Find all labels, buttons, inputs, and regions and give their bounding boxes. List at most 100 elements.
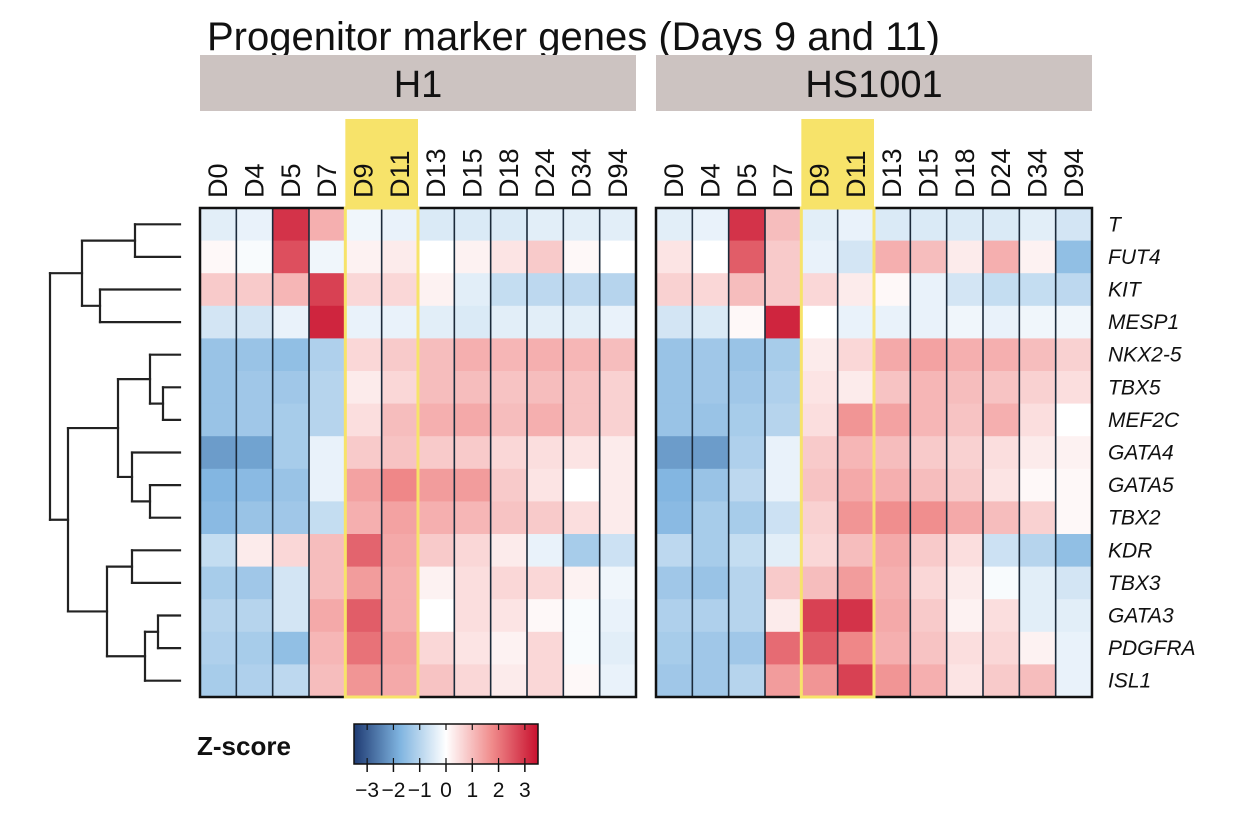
- heatmap-cell: [765, 501, 802, 535]
- heatmap-cell: [656, 338, 693, 372]
- heatmap-cell: [801, 208, 839, 242]
- heatmap-cell: [801, 305, 839, 339]
- heatmap-cell: [983, 403, 1020, 437]
- heatmap-cell: [309, 501, 346, 535]
- heatmap-cell: [874, 273, 911, 307]
- heatmap-cell: [236, 468, 274, 502]
- heatmap-cell: [801, 501, 839, 535]
- heatmap-cell: [946, 664, 984, 698]
- heatmap-cell: [946, 240, 984, 274]
- row-label: KDR: [1108, 539, 1152, 562]
- heatmap-cell: [765, 338, 802, 372]
- heatmap-cell: [599, 599, 637, 633]
- heatmap-cell: [236, 338, 274, 372]
- heatmap-cell: [801, 403, 839, 437]
- heatmap-cell: [490, 305, 528, 339]
- heatmap-cell: [728, 240, 766, 274]
- heatmap-cell: [874, 501, 911, 535]
- heatmap-cell: [236, 208, 274, 242]
- heatmap-cell: [728, 305, 766, 339]
- heatmap-cell: [527, 599, 564, 633]
- heatmap-cell: [309, 338, 346, 372]
- heatmap-cell: [490, 664, 528, 698]
- heatmap-cell: [1019, 534, 1057, 568]
- heatmap-cell: [910, 664, 948, 698]
- heatmap-cell: [837, 468, 875, 502]
- heatmap-cell: [910, 273, 948, 307]
- heatmap-cell: [765, 273, 802, 307]
- heatmap-cell: [236, 240, 274, 274]
- heatmap-cell: [656, 208, 693, 242]
- heatmap-cell: [236, 273, 274, 307]
- heatmap-cell: [692, 208, 730, 242]
- heatmap-cell: [309, 566, 346, 600]
- heatmap-cell: [236, 436, 274, 470]
- heatmap-cell: [563, 338, 601, 372]
- heatmap-cell: [563, 631, 601, 665]
- heatmap-cell: [765, 371, 802, 405]
- row-label: NKX2-5: [1108, 344, 1182, 367]
- heatmap-cell: [656, 468, 693, 502]
- row-label: GATA3: [1108, 605, 1174, 628]
- colorbar-tick-label: −1: [408, 779, 432, 802]
- heatmap-cell: [692, 664, 730, 698]
- heatmap-cell: [874, 338, 911, 372]
- heatmap-cell: [837, 371, 875, 405]
- heatmap-cell: [910, 240, 948, 274]
- heatmap-cell: [454, 208, 492, 242]
- heatmap-cell: [490, 534, 528, 568]
- heatmap-cell: [874, 566, 911, 600]
- heatmap-cell: [765, 566, 802, 600]
- heatmap-cell: [599, 403, 637, 437]
- heatmap-cell: [418, 599, 455, 633]
- heatmap-cell: [309, 664, 346, 698]
- heatmap-cell: [418, 338, 455, 372]
- heatmap-cell: [599, 305, 637, 339]
- heatmap-cell: [1055, 468, 1093, 502]
- heatmap-cell: [599, 468, 637, 502]
- heatmap-cell: [599, 664, 637, 698]
- heatmap-cell: [1019, 468, 1057, 502]
- heatmap-cell: [599, 273, 637, 307]
- heatmap-cell: [454, 631, 492, 665]
- colorbar-gradient: [353, 723, 539, 765]
- heatmap-cell: [200, 436, 237, 470]
- heatmap-cell: [910, 599, 948, 633]
- heatmap-cell: [656, 664, 693, 698]
- heatmap-cell: [236, 501, 274, 535]
- heatmap-cell: [728, 631, 766, 665]
- heatmap-cell: [874, 631, 911, 665]
- heatmap-cell: [454, 273, 492, 307]
- heatmap-cell: [1019, 240, 1057, 274]
- heatmap-cell: [309, 305, 346, 339]
- heatmap-cell: [563, 240, 601, 274]
- heatmap-cell: [983, 338, 1020, 372]
- heatmap-cell: [200, 664, 237, 698]
- heatmap-cell: [983, 664, 1020, 698]
- heatmap-cell: [490, 208, 528, 242]
- row-label: GATA4: [1108, 442, 1174, 465]
- heatmap-cell: [527, 534, 564, 568]
- heatmap-cell: [765, 599, 802, 633]
- heatmap-cell: [1055, 240, 1093, 274]
- heatmap-cell: [692, 468, 730, 502]
- heatmap-cell: [728, 566, 766, 600]
- heatmap-cell: [728, 501, 766, 535]
- heatmap-cell: [454, 305, 492, 339]
- heatmap-cell: [381, 566, 419, 600]
- heatmap-cell: [874, 403, 911, 437]
- heatmap-cell: [765, 436, 802, 470]
- heatmap-cell: [1019, 305, 1057, 339]
- heatmap-cell: [656, 631, 693, 665]
- heatmap-cell: [345, 208, 383, 242]
- heatmap-cell: [236, 534, 274, 568]
- heatmap-cell: [1055, 664, 1093, 698]
- heatmap-cell: [309, 534, 346, 568]
- heatmap-cell: [801, 371, 839, 405]
- heatmap-cell: [946, 566, 984, 600]
- heatmap-cell: [728, 599, 766, 633]
- chart-title: Progenitor marker genes (Days 9 and 11): [207, 15, 940, 59]
- heatmap-cell: [200, 631, 237, 665]
- heatmap-cell: [983, 305, 1020, 339]
- heatmap-cell: [345, 664, 383, 698]
